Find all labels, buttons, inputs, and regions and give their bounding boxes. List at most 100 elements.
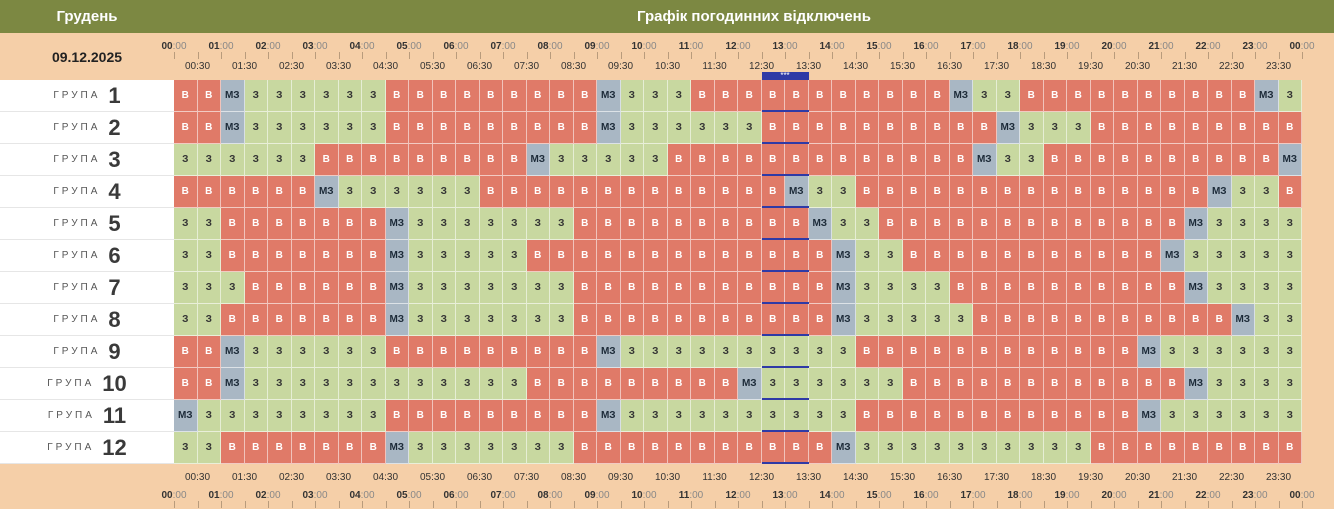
slot-cell[interactable]: В [855, 80, 879, 112]
slot-cell[interactable]: З [1255, 400, 1279, 432]
slot-cell[interactable]: З [268, 400, 292, 432]
slot-cell[interactable]: В [1114, 304, 1138, 336]
slot-cell[interactable]: В [620, 208, 644, 240]
slot-cell[interactable]: В [1067, 368, 1091, 400]
slot-cell[interactable]: В [291, 432, 315, 464]
slot-cell[interactable]: В [409, 400, 433, 432]
slot-cell[interactable]: В [714, 304, 738, 336]
slot-cell[interactable]: В [526, 368, 550, 400]
slot-cell[interactable]: В [503, 336, 527, 368]
slot-cell[interactable]: В [338, 240, 362, 272]
slot-cell[interactable]: З [1161, 336, 1185, 368]
slot-cell[interactable]: МЗ [221, 112, 245, 144]
slot-cell[interactable]: З [973, 432, 997, 464]
slot-cell[interactable]: В [996, 208, 1020, 240]
slot-cell[interactable]: В [362, 432, 386, 464]
slot-cell[interactable]: В [338, 208, 362, 240]
slot-cell[interactable]: В [1043, 272, 1067, 304]
slot-cell[interactable]: В [620, 176, 644, 208]
slot-cell[interactable]: В [1020, 336, 1044, 368]
slot-cell[interactable]: В [1278, 176, 1302, 208]
slot-cell[interactable]: З [620, 400, 644, 432]
slot-cell[interactable]: МЗ [221, 336, 245, 368]
slot-cell[interactable]: В [291, 176, 315, 208]
slot-cell[interactable]: В [1090, 336, 1114, 368]
slot-cell[interactable]: З [996, 432, 1020, 464]
slot-cell[interactable]: В [902, 144, 926, 176]
slot-cell[interactable]: В [691, 176, 715, 208]
slot-cell[interactable]: В [526, 176, 550, 208]
slot-cell[interactable]: В [691, 368, 715, 400]
slot-cell[interactable]: В [1067, 176, 1091, 208]
slot-cell[interactable]: З [174, 272, 198, 304]
slot-cell[interactable]: В [714, 272, 738, 304]
slot-cell[interactable]: В [456, 400, 480, 432]
slot-cell[interactable]: В [1020, 240, 1044, 272]
slot-cell[interactable]: З [1231, 272, 1255, 304]
slot-cell[interactable]: В [409, 144, 433, 176]
slot-cell[interactable]: З [244, 144, 268, 176]
slot-cell[interactable]: В [1137, 176, 1161, 208]
slot-cell[interactable]: В [644, 240, 668, 272]
slot-cell[interactable]: В [1184, 112, 1208, 144]
slot-cell[interactable]: МЗ [385, 304, 409, 336]
slot-cell[interactable]: В [973, 272, 997, 304]
slot-cell[interactable]: З [174, 208, 198, 240]
slot-cell[interactable]: В [291, 272, 315, 304]
slot-cell[interactable]: В [738, 240, 762, 272]
slot-cell[interactable]: В [244, 208, 268, 240]
slot-cell[interactable]: В [503, 400, 527, 432]
slot-cell[interactable]: В [761, 80, 785, 112]
slot-cell[interactable]: В [949, 272, 973, 304]
slot-cell[interactable]: В [855, 400, 879, 432]
slot-cell[interactable]: В [1161, 80, 1185, 112]
slot-cell[interactable]: В [879, 112, 903, 144]
slot-cell[interactable]: В [667, 240, 691, 272]
slot-cell[interactable]: В [1137, 432, 1161, 464]
slot-cell[interactable]: В [644, 272, 668, 304]
slot-cell[interactable]: З [644, 80, 668, 112]
slot-cell[interactable]: В [432, 80, 456, 112]
slot-cell[interactable]: В [573, 432, 597, 464]
slot-cell[interactable]: З [291, 80, 315, 112]
slot-cell[interactable]: В [268, 432, 292, 464]
slot-cell[interactable]: В [785, 240, 809, 272]
slot-cell[interactable]: В [315, 272, 339, 304]
slot-cell[interactable]: З [409, 432, 433, 464]
slot-cell[interactable]: З [456, 368, 480, 400]
slot-cell[interactable]: З [973, 80, 997, 112]
slot-cell[interactable]: В [1137, 144, 1161, 176]
slot-cell[interactable]: В [550, 240, 574, 272]
slot-cell[interactable]: З [738, 112, 762, 144]
slot-cell[interactable]: В [1161, 368, 1185, 400]
slot-cell[interactable]: В [973, 336, 997, 368]
slot-cell[interactable]: МЗ [832, 272, 856, 304]
slot-cell[interactable]: З [503, 368, 527, 400]
slot-cell[interactable]: З [550, 272, 574, 304]
slot-cell[interactable]: З [362, 176, 386, 208]
slot-cell[interactable]: В [808, 272, 832, 304]
slot-cell[interactable]: В [1114, 80, 1138, 112]
slot-cell[interactable]: З [1067, 432, 1091, 464]
slot-cell[interactable]: З [1278, 272, 1302, 304]
slot-cell[interactable]: З [503, 304, 527, 336]
slot-cell[interactable]: З [409, 240, 433, 272]
slot-cell[interactable]: З [244, 80, 268, 112]
slot-cell[interactable]: З [432, 432, 456, 464]
slot-cell[interactable]: В [456, 144, 480, 176]
slot-cell[interactable]: З [503, 272, 527, 304]
slot-cell[interactable]: В [667, 272, 691, 304]
slot-cell[interactable]: В [197, 176, 221, 208]
slot-cell[interactable]: В [832, 80, 856, 112]
slot-cell[interactable]: З [362, 80, 386, 112]
slot-cell[interactable]: З [244, 336, 268, 368]
slot-cell[interactable]: З [409, 304, 433, 336]
slot-cell[interactable]: В [738, 176, 762, 208]
slot-cell[interactable]: В [268, 272, 292, 304]
slot-cell[interactable]: В [1043, 336, 1067, 368]
slot-cell[interactable]: В [714, 368, 738, 400]
slot-cell[interactable]: В [926, 208, 950, 240]
slot-cell[interactable]: В [996, 240, 1020, 272]
slot-cell[interactable]: З [949, 432, 973, 464]
slot-cell[interactable]: В [1043, 368, 1067, 400]
